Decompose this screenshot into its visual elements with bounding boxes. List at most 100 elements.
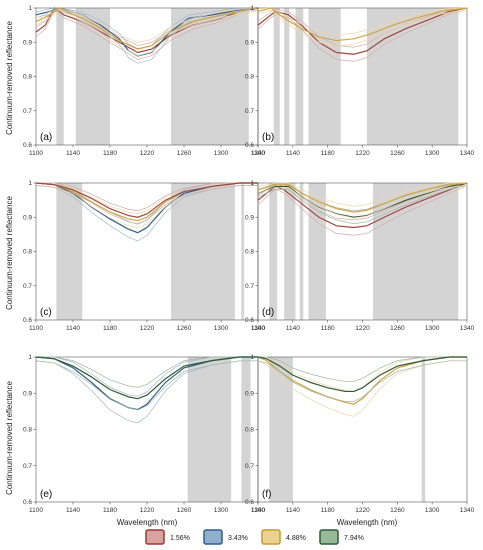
x-tick-label: 1300: [425, 325, 440, 332]
y-axis-label-row-1: Continuum-removed reflectance: [5, 21, 14, 135]
shaded-region-3: [295, 8, 304, 145]
shaded-region-3: [171, 8, 249, 145]
x-tick-label: 1300: [425, 507, 440, 514]
panel-label: (a): [40, 132, 52, 143]
x-tick-label: 1180: [103, 325, 117, 332]
y-tick-label: 0.8: [245, 427, 254, 434]
x-tick-label: 1340: [251, 150, 266, 157]
legend-item-3: 4.88%: [261, 529, 306, 545]
panel-label: (d): [262, 307, 274, 318]
shaded-region-2: [421, 357, 426, 502]
y-tick-label: 0.9: [23, 390, 32, 397]
panel-label: (f): [262, 489, 271, 500]
x-tick-label: 1180: [103, 507, 117, 514]
x-tick-label: 1180: [103, 150, 117, 157]
y-tick-label: 0.9: [245, 390, 254, 397]
x-tick-label: 1260: [390, 507, 405, 514]
y-tick-label: 1: [28, 354, 32, 361]
y-tick-label: 0.6: [245, 142, 254, 149]
x-tick-label: 1260: [390, 150, 405, 157]
shaded-region-2: [171, 183, 235, 320]
legend-label: 4.88%: [286, 535, 306, 542]
series-3-lower-envelope: [35, 9, 259, 57]
x-tick-label: 1340: [460, 150, 475, 157]
shaded-region-3: [299, 183, 304, 320]
series-2-lower-envelope: [257, 185, 468, 225]
shaded-region-1: [269, 183, 278, 320]
legend-label: 3.43%: [228, 535, 248, 542]
shaded-region-2: [241, 357, 251, 502]
series-3-upper-envelope: [36, 182, 258, 212]
x-tick-label: 1180: [321, 150, 335, 157]
y-tick-label: 0.7: [245, 463, 254, 470]
x-tick-label: 1340: [460, 507, 475, 514]
y-tick-label: 0.9: [23, 214, 32, 221]
y-tick-label: 1: [28, 5, 32, 12]
y-tick-label: 0.8: [23, 427, 32, 434]
shaded-region-2: [284, 183, 296, 320]
shaded-region-1: [269, 357, 293, 502]
x-tick-label: 1140: [286, 325, 300, 332]
chart-panel-1: 1100 1140 1180 1220 1260 1300 13400.60.70.80.9…: [23, 5, 266, 157]
x-tick-label: 1260: [177, 150, 192, 157]
series-2-line: [257, 356, 467, 393]
y-tick-label: 0.7: [245, 108, 254, 115]
y-tick-label: 0.7: [23, 463, 32, 470]
chart-panel-6: 1100 1140 1180 1220 1260 1300 13400.60.70.80.9…: [245, 354, 475, 514]
x-tick-label: 1100: [29, 150, 43, 157]
x-tick-label: 1260: [390, 325, 405, 332]
series-1-line: [257, 7, 468, 55]
y-tick-label: 0.6: [23, 142, 32, 149]
panel-label: (b): [262, 132, 274, 143]
x-tick-label: 1300: [214, 325, 229, 332]
y-tick-label: 1: [250, 180, 254, 187]
y-tick-label: 0.9: [245, 214, 254, 221]
series-3-lower-envelope: [35, 185, 258, 225]
x-tick-label: 1140: [66, 325, 80, 332]
y-tick-label: 0.8: [245, 74, 254, 81]
y-tick-label: 1: [28, 180, 32, 187]
series-2-lower-envelope: [35, 360, 258, 411]
series-2-lower-envelope: [257, 9, 468, 47]
chart-panel-5: 1100 1140 1180 1220 1260 1300 13400.60.70.80.9…: [23, 354, 266, 514]
x-tick-label: 1260: [177, 507, 192, 514]
x-tick-label: 1300: [214, 150, 229, 157]
series-2-upper-envelope: [36, 356, 258, 388]
series-2-lower-envelope: [257, 360, 467, 402]
series-2-lower-envelope: [35, 9, 258, 64]
x-tick-label: 1340: [460, 325, 475, 332]
shaded-region-4: [308, 183, 326, 320]
legend-label: 1.56%: [170, 535, 190, 542]
legend-swatch: [145, 529, 165, 545]
x-tick-label: 1180: [321, 507, 335, 514]
x-tick-label: 1100: [29, 507, 43, 514]
x-tick-label: 1140: [66, 507, 80, 514]
x-tick-label: 1260: [177, 325, 192, 332]
y-tick-label: 0.6: [245, 317, 254, 324]
legend: 1.56% 3.43% 4.88% 7.94%: [145, 529, 364, 545]
y-tick-label: 0.8: [245, 249, 254, 256]
legend-swatch: [203, 529, 223, 545]
series-3-line: [35, 7, 259, 50]
y-tick-label: 0.7: [23, 108, 32, 115]
y-tick-label: 0.9: [245, 39, 254, 46]
chart-panel-3: 1100 1140 1180 1220 1260 1300 13400.60.70.80.9…: [23, 180, 266, 332]
series-2-upper-envelope: [257, 7, 468, 36]
panel-label: (e): [40, 489, 52, 500]
y-tick-label: 0.8: [23, 249, 32, 256]
series-1-upper-envelope: [257, 7, 468, 48]
series-3-upper-envelope: [257, 182, 467, 207]
series-2-line: [35, 356, 258, 400]
legend-swatch: [319, 529, 339, 545]
shaded-region-4: [308, 8, 341, 145]
x-tick-label: 1140: [66, 150, 80, 157]
y-tick-label: 0.6: [23, 499, 32, 506]
series-1-lower-envelope: [257, 185, 468, 236]
x-tick-label: 1220: [140, 150, 155, 157]
legend-label: 7.94%: [344, 535, 364, 542]
x-axis-label-left: Wavelength (nm): [117, 518, 178, 527]
x-tick-label: 1220: [355, 325, 370, 332]
shaded-region-1: [56, 8, 64, 145]
y-tick-label: 0.9: [23, 39, 32, 46]
x-tick-label: 1220: [355, 150, 370, 157]
